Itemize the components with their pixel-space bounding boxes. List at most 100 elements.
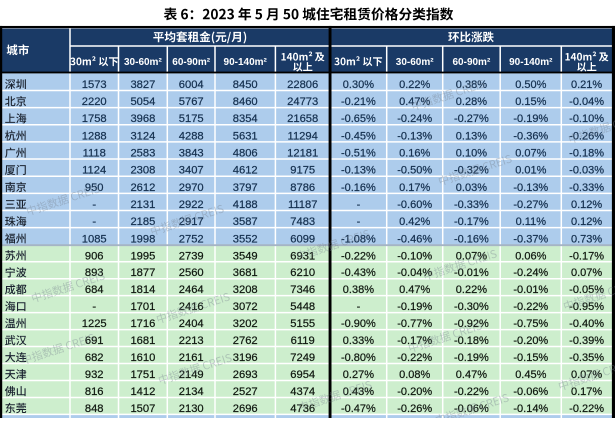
- svg-text:0.07%: 0.07%: [571, 267, 602, 279]
- svg-text:0.08%: 0.08%: [399, 369, 430, 381]
- svg-text:12181: 12181: [287, 148, 318, 160]
- svg-text:-0.33%: -0.33%: [454, 199, 489, 211]
- svg-text:21658: 21658: [287, 113, 318, 125]
- svg-text:4188: 4188: [233, 199, 258, 211]
- svg-text:0.13%: 0.13%: [456, 130, 487, 142]
- svg-text:2762: 2762: [233, 335, 258, 347]
- svg-text:-0.22%: -0.22%: [397, 352, 432, 364]
- svg-text:1225: 1225: [82, 318, 107, 330]
- svg-text:11187: 11187: [288, 199, 317, 211]
- svg-text:3843: 3843: [179, 148, 204, 160]
- svg-text:0.42%: 0.42%: [399, 216, 430, 228]
- svg-text:684: 684: [85, 284, 104, 296]
- svg-text:0.47%: 0.47%: [456, 369, 487, 381]
- svg-text:-0.14%: -0.14%: [513, 403, 548, 415]
- svg-text:1288: 1288: [82, 130, 107, 142]
- svg-text:3552: 3552: [233, 233, 258, 245]
- svg-text:-0.50%: -0.50%: [397, 165, 432, 177]
- svg-text:9175: 9175: [290, 165, 315, 177]
- svg-text:1716: 1716: [130, 318, 155, 330]
- svg-text:3797: 3797: [233, 182, 258, 194]
- svg-text:-0.18%: -0.18%: [569, 148, 604, 160]
- svg-text:1610: 1610: [130, 352, 155, 364]
- svg-text:24773: 24773: [287, 96, 318, 108]
- svg-text:90-140m²: 90-140m²: [509, 57, 553, 68]
- svg-text:0.17%: 0.17%: [571, 386, 602, 398]
- svg-text:-0.75%: -0.75%: [513, 318, 548, 330]
- svg-text:1085: 1085: [82, 233, 107, 245]
- svg-text:-0.13%: -0.13%: [397, 130, 432, 142]
- svg-text:0.16%: 0.16%: [399, 148, 430, 160]
- svg-text:0.27%: 0.27%: [343, 369, 374, 381]
- svg-text:2922: 2922: [179, 199, 204, 211]
- svg-text:0.73%: 0.73%: [571, 233, 602, 245]
- svg-text:-0.30%: -0.30%: [454, 301, 489, 313]
- svg-text:7249: 7249: [290, 352, 315, 364]
- svg-text:4736: 4736: [290, 403, 315, 415]
- svg-text:-: -: [357, 199, 361, 211]
- svg-text:-0.06%: -0.06%: [513, 386, 548, 398]
- svg-text:-0.24%: -0.24%: [397, 113, 432, 125]
- svg-text:1681: 1681: [130, 335, 155, 347]
- svg-text:1507: 1507: [130, 403, 155, 415]
- svg-text:-0.17%: -0.17%: [397, 335, 432, 347]
- svg-text:-: -: [92, 199, 96, 211]
- svg-text:-0.19%: -0.19%: [513, 113, 548, 125]
- svg-text:-0.01%: -0.01%: [513, 284, 548, 296]
- svg-text:4374: 4374: [290, 386, 315, 398]
- svg-text:1998: 1998: [130, 233, 155, 245]
- svg-text:-0.16%: -0.16%: [454, 233, 489, 245]
- svg-text:6119: 6119: [291, 335, 315, 347]
- svg-text:-1.08%: -1.08%: [341, 233, 376, 245]
- svg-text:8460: 8460: [233, 96, 258, 108]
- svg-text:-0.26%: -0.26%: [397, 403, 432, 415]
- svg-text:-0.17%: -0.17%: [454, 216, 489, 228]
- svg-text:-0.45%: -0.45%: [341, 130, 376, 142]
- svg-text:-0.20%: -0.20%: [397, 386, 432, 398]
- svg-text:-0.10%: -0.10%: [569, 113, 604, 125]
- svg-text:2693: 2693: [233, 369, 258, 381]
- svg-text:0.45%: 0.45%: [515, 369, 546, 381]
- svg-text:6004: 6004: [179, 79, 204, 91]
- svg-text:5631: 5631: [233, 130, 258, 142]
- svg-text:2739: 2739: [179, 250, 204, 262]
- svg-text:-0.22%: -0.22%: [454, 386, 489, 398]
- svg-text:-0.35%: -0.35%: [569, 352, 604, 364]
- svg-text:906: 906: [85, 250, 104, 262]
- svg-text:2161: 2161: [179, 352, 204, 364]
- svg-text:0.21%: 0.21%: [571, 79, 602, 91]
- svg-text:6210: 6210: [290, 267, 315, 279]
- svg-text:2131: 2131: [130, 199, 155, 211]
- svg-text:8450: 8450: [233, 79, 258, 91]
- svg-text:-0.18%: -0.18%: [454, 335, 489, 347]
- svg-text:-0.03%: -0.03%: [569, 165, 604, 177]
- svg-text:2308: 2308: [130, 165, 155, 177]
- svg-text:6954: 6954: [290, 369, 315, 381]
- svg-text:-0.43%: -0.43%: [341, 267, 376, 279]
- svg-text:3208: 3208: [233, 284, 258, 296]
- svg-text:0.38%: 0.38%: [343, 284, 374, 296]
- svg-text:-0.20%: -0.20%: [513, 335, 548, 347]
- svg-text:2130: 2130: [179, 403, 204, 415]
- svg-text:0.33%: 0.33%: [343, 335, 374, 347]
- svg-text:5448: 5448: [290, 301, 315, 313]
- svg-text:2404: 2404: [179, 318, 204, 330]
- svg-text:0.11%: 0.11%: [516, 216, 547, 228]
- svg-text:1412: 1412: [130, 386, 155, 398]
- svg-text:-0.13%: -0.13%: [513, 182, 548, 194]
- svg-text:7483: 7483: [290, 216, 315, 228]
- svg-text:-0.04%: -0.04%: [397, 267, 432, 279]
- svg-text:2185: 2185: [130, 216, 155, 228]
- svg-text:5155: 5155: [290, 318, 315, 330]
- svg-text:0.28%: 0.28%: [456, 96, 487, 108]
- svg-text:2220: 2220: [82, 96, 107, 108]
- svg-text:-0.27%: -0.27%: [513, 199, 548, 211]
- svg-text:5054: 5054: [130, 96, 155, 108]
- svg-text:2612: 2612: [130, 182, 155, 194]
- svg-text:1124: 1124: [82, 165, 106, 177]
- svg-text:816: 816: [85, 386, 104, 398]
- svg-text:1814: 1814: [130, 284, 155, 296]
- svg-text:-0.90%: -0.90%: [341, 318, 376, 330]
- svg-text:-0.13%: -0.13%: [341, 165, 376, 177]
- svg-text:7346: 7346: [290, 284, 315, 296]
